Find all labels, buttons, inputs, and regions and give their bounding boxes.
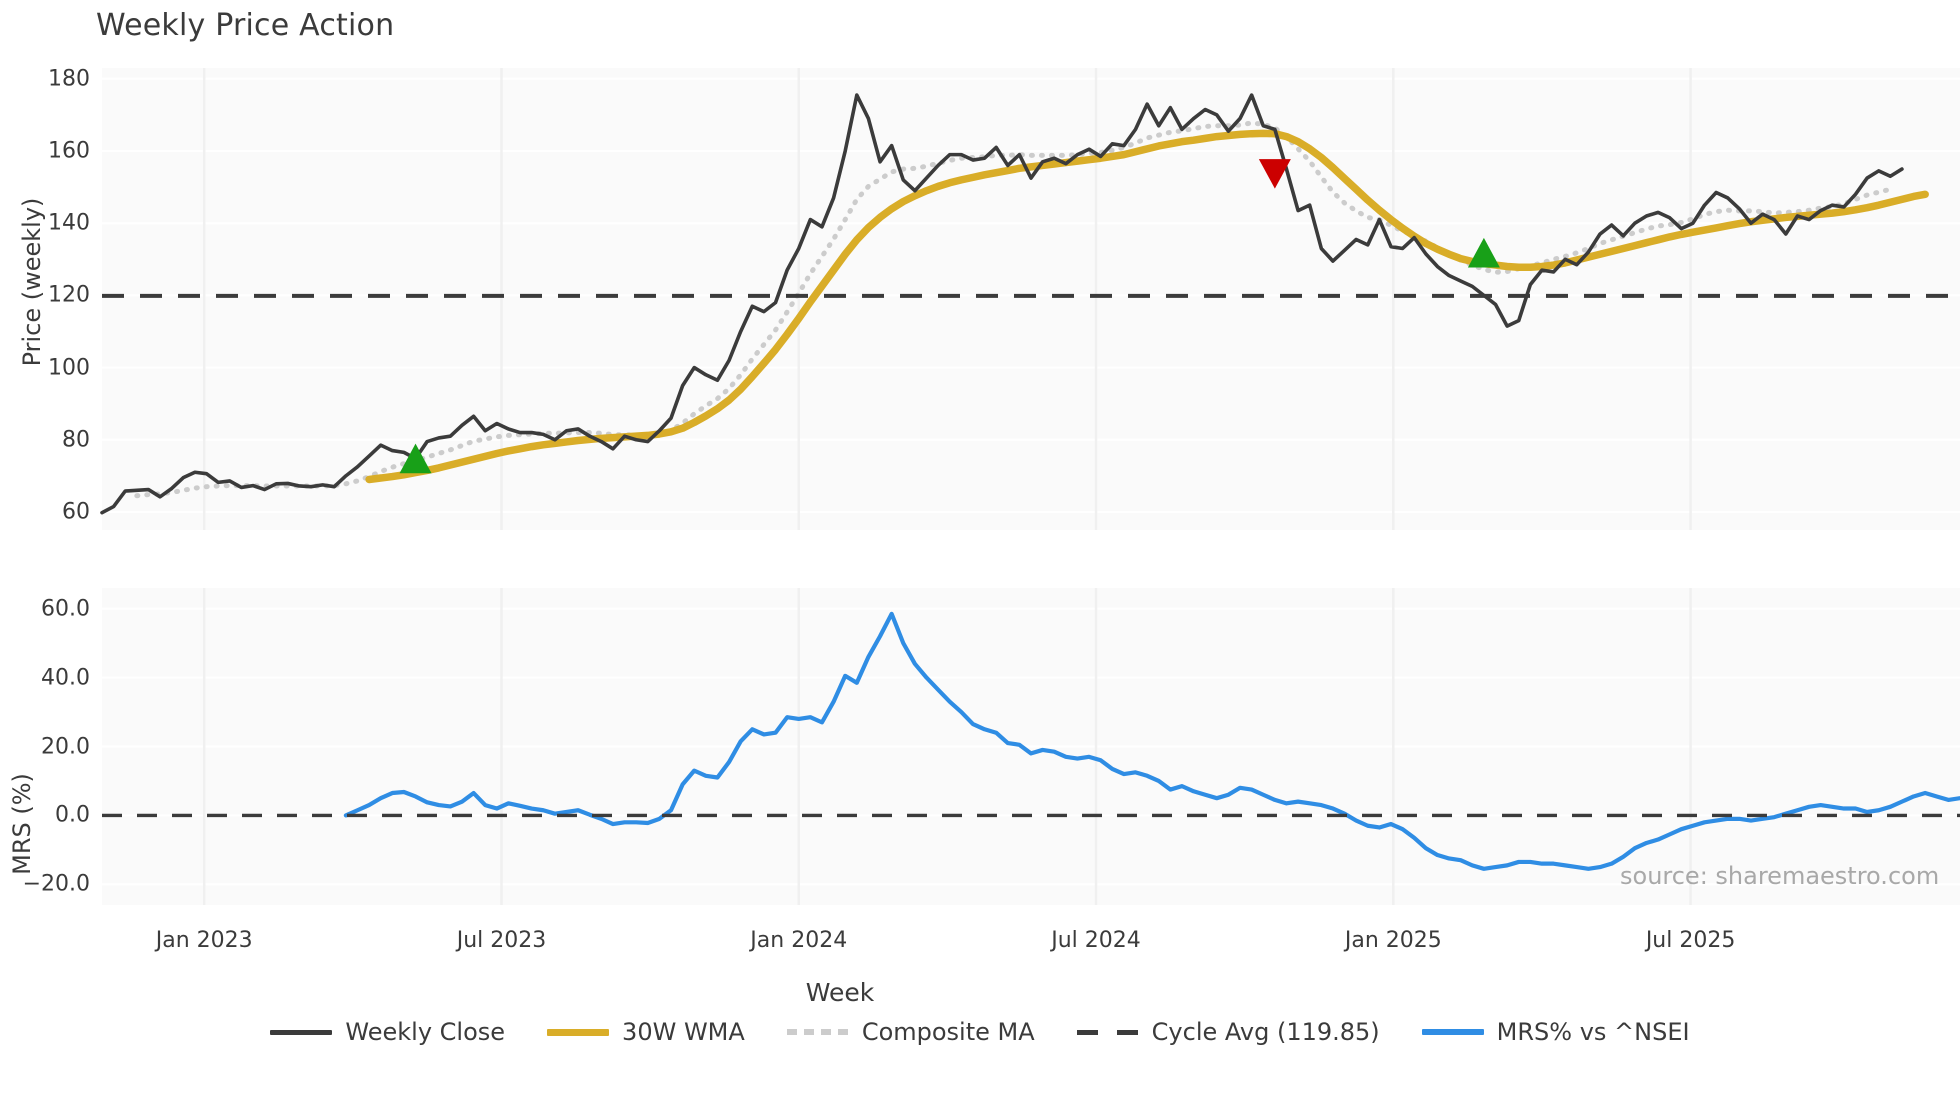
legend-item[interactable]: MRS% vs ^NSEI	[1421, 1018, 1690, 1046]
x-tick-label: Jul 2025	[1645, 928, 1736, 953]
y-tick-mrs: 60.0	[41, 596, 90, 622]
y-tick-mrs: −20.0	[22, 871, 90, 897]
legend-label: 30W WMA	[622, 1018, 745, 1046]
signal-marker-buy[interactable]	[399, 443, 432, 474]
page-title: Weekly Price Action	[96, 8, 395, 43]
legend-label: MRS% vs ^NSEI	[1496, 1018, 1690, 1046]
y-tick-price: 100	[48, 355, 90, 381]
y-tick-price: 180	[48, 66, 90, 92]
legend-swatch-icon	[547, 1028, 610, 1036]
series-line-composite-ma	[134, 120, 1893, 499]
x-tick-label: Jan 2023	[155, 928, 253, 953]
legend-label: Cycle Avg (119.85)	[1151, 1018, 1380, 1046]
x-axis-label: Week	[805, 978, 875, 1007]
series-line-mrs-vs-nsei	[343, 611, 1960, 871]
y-tick-price: 120	[48, 282, 90, 308]
legend-swatch-icon	[270, 1029, 333, 1035]
signal-marker-buy[interactable]	[1467, 237, 1500, 268]
y-tick-mrs: 20.0	[41, 734, 90, 759]
legend-label: Weekly Close	[345, 1018, 506, 1046]
y-tick-price: 80	[62, 427, 90, 453]
legend-swatch-icon	[1076, 1029, 1139, 1035]
x-tick-label: Jan 2024	[750, 928, 848, 953]
legend-item[interactable]: Cycle Avg (119.85)	[1076, 1018, 1380, 1046]
panel-background-price	[102, 68, 1960, 530]
chart-legend: Weekly Close 30W WMA Composite MA Cycle Avg…	[0, 1018, 1960, 1046]
source-watermark: source: sharemaestro.com	[1620, 862, 1940, 890]
y-tick-price: 140	[48, 210, 90, 236]
legend-item[interactable]: Weekly Close	[270, 1018, 505, 1046]
x-tick-label: Jul 2024	[1051, 928, 1141, 953]
y-tick-mrs: 40.0	[41, 665, 90, 691]
legend-label: Composite MA	[861, 1018, 1035, 1046]
x-tick-label: Jul 2023	[456, 928, 547, 953]
legend-swatch-icon	[786, 1029, 849, 1035]
legend-swatch-icon	[1421, 1029, 1484, 1035]
legend-item[interactable]: Composite MA	[786, 1018, 1035, 1046]
y-tick-price: 160	[48, 138, 90, 164]
x-tick-label: Jan 2025	[1344, 928, 1442, 953]
legend-item[interactable]: 30W WMA	[547, 1018, 745, 1046]
signal-marker-sell[interactable]	[1258, 159, 1291, 189]
y-tick-mrs: 0.0	[55, 802, 90, 828]
series-line-weekly-close	[100, 93, 1904, 515]
y-tick-price: 60	[62, 499, 90, 525]
